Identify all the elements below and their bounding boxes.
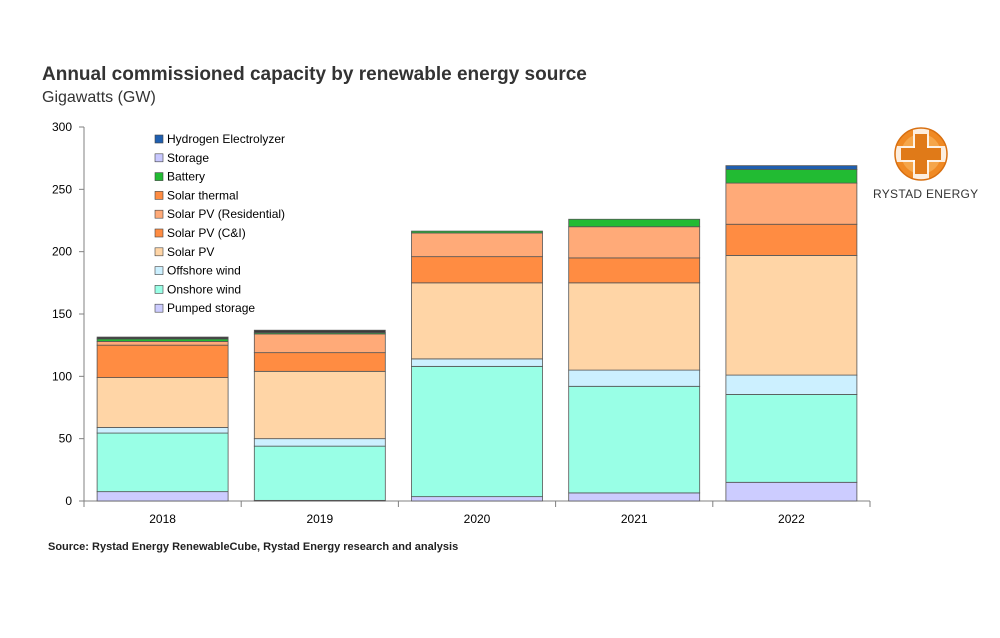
legend-label: Battery — [167, 170, 205, 184]
bar-segment-2019-other — [253, 329, 386, 334]
y-tick-label: 0 — [65, 494, 72, 508]
source-note: Source: Rystad Energy RenewableCube, Rys… — [48, 541, 459, 553]
x-tick-label: 2018 — [149, 512, 176, 526]
bar-segment-2021-offshore-wind — [568, 369, 701, 387]
bar-segment-2020-solar-pv — [411, 282, 543, 360]
legend-label: Storage — [167, 151, 209, 165]
legend-label: Onshore wind — [167, 282, 241, 296]
bar-segment-2021-solar-pv-c-i- — [568, 257, 701, 284]
legend-label: Solar PV (C&I) — [167, 226, 246, 240]
bar-segment-2022-onshore-wind — [725, 394, 858, 483]
y-tick-label: 50 — [59, 432, 73, 446]
bar-segment-2021-solar-pv — [568, 282, 701, 371]
legend-label: Pumped storage — [167, 301, 255, 315]
bar-segment-2020-solar-pv-c-i- — [411, 256, 543, 284]
legend-swatch — [154, 285, 164, 294]
x-tick-label: 2022 — [778, 512, 805, 526]
legend-label: Hydrogen Electrolyzer — [167, 132, 285, 146]
bar-segment-2018-solar-pv — [96, 377, 229, 428]
y-tick-label: 100 — [52, 369, 72, 383]
x-tick-label: 2019 — [306, 512, 333, 526]
bar-segment-2018-offshore-wind — [96, 427, 229, 434]
bar-segment-2018-solar-pv-residential- — [96, 341, 229, 346]
y-tick-label: 150 — [52, 307, 72, 321]
legend-swatch — [154, 247, 164, 257]
bar-segment-2019-offshore-wind — [253, 438, 386, 447]
bar-segment-2021-onshore-wind — [568, 385, 701, 494]
bar-segment-2022-battery — [725, 168, 858, 184]
bar-segment-2021-battery — [568, 218, 701, 228]
legend-swatch — [154, 303, 164, 313]
bar-segment-2020-offshore-wind — [411, 358, 543, 367]
bar-segment-2022-solar-pv-c-i- — [725, 223, 858, 256]
bar-segment-2019-solar-pv-residential- — [253, 333, 386, 354]
chart-title: Annual commissioned capacity by renewabl… — [42, 64, 587, 85]
bar-segment-2020-solar-pv-residential- — [411, 232, 543, 258]
legend-swatch — [154, 153, 164, 163]
bar-segment-2022-pumped-storage — [725, 481, 858, 502]
bar-segment-2018-onshore-wind — [96, 432, 229, 493]
legend-swatch — [154, 191, 164, 200]
logo-text: RYSTAD ENERGY — [873, 187, 979, 201]
chart-subtitle: Gigawatts (GW) — [42, 89, 156, 106]
rystad-logo-icon — [894, 127, 948, 181]
bar-segment-2018-solar-pv-c-i- — [96, 344, 229, 378]
x-tick-label: 2020 — [464, 512, 491, 526]
bar-segment-2022-solar-pv — [725, 255, 858, 376]
x-tick-label: 2021 — [621, 512, 648, 526]
y-tick-label: 200 — [52, 245, 72, 259]
bar-segment-2020-onshore-wind — [411, 365, 543, 498]
bar-segment-2019-solar-pv-c-i- — [253, 352, 386, 372]
legend-swatch — [154, 228, 164, 238]
legend-label: Solar PV (Residential) — [167, 207, 285, 221]
y-tick-label: 300 — [52, 120, 72, 134]
bar-segment-2018-other — [96, 336, 229, 340]
bar-segment-2021-pumped-storage — [568, 492, 701, 502]
legend-swatch — [154, 172, 164, 181]
bar-segment-2020-pumped-storage — [411, 496, 543, 502]
bar-segment-2021-solar-pv-residential- — [568, 226, 701, 259]
bar-segment-2018-pumped-storage — [96, 491, 229, 502]
bar-segment-2022-offshore-wind — [725, 374, 858, 395]
bar-segment-2019-solar-pv — [253, 370, 386, 440]
bar-segment-2022-solar-pv-residential- — [725, 182, 858, 225]
bar-segment-2020-battery — [411, 230, 543, 234]
bar-segment-2022-hydrogen-electrolyzer — [725, 165, 858, 170]
legend-label: Solar PV — [167, 245, 214, 259]
y-tick-label: 250 — [52, 182, 72, 196]
legend-label: Solar thermal — [167, 188, 238, 202]
legend-swatch — [154, 209, 164, 219]
legend-label: Offshore wind — [167, 264, 241, 278]
legend-swatch — [154, 266, 164, 275]
legend-swatch — [154, 134, 164, 144]
bar-segment-2019-onshore-wind — [253, 445, 386, 501]
